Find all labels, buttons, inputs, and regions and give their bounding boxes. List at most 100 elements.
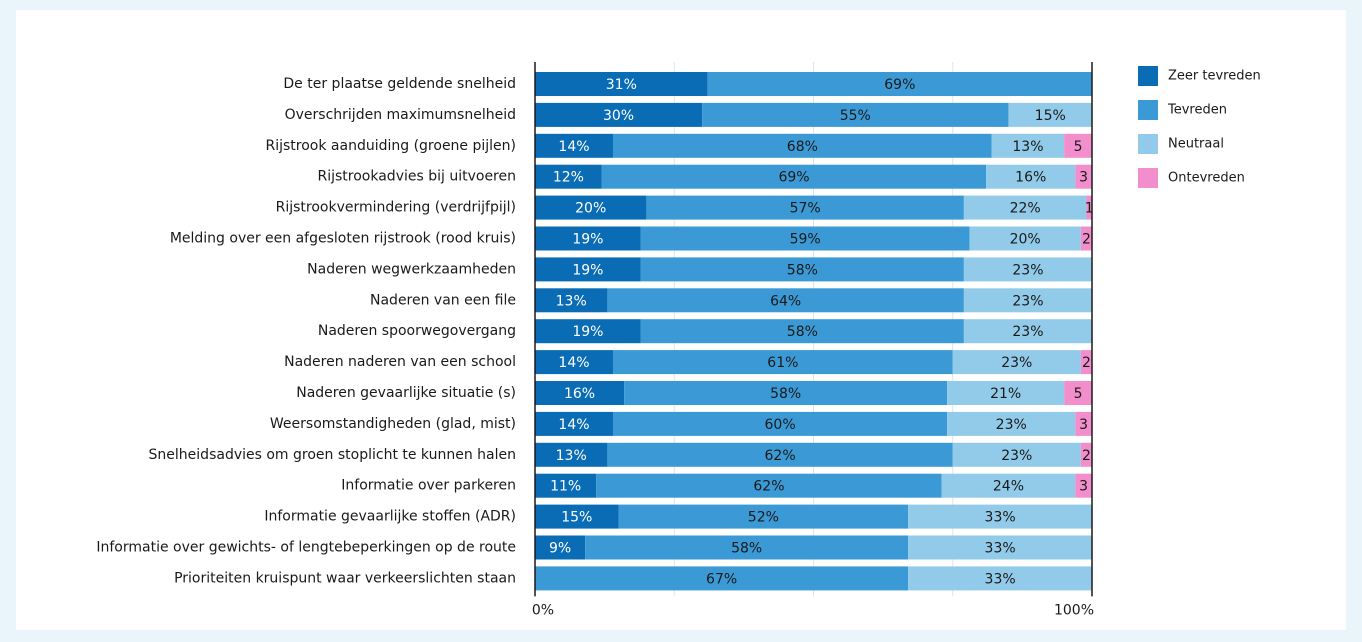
bar-segment: [535, 257, 641, 282]
legend-label: Neutraal: [1168, 137, 1224, 152]
x-tick-label: 100%: [1054, 602, 1094, 618]
data-label: 68%: [787, 139, 818, 155]
bar-segment: [969, 226, 1081, 251]
category-label: Naderen van een file: [370, 292, 516, 308]
bar-segment: [535, 133, 613, 158]
data-label: 13%: [556, 448, 587, 464]
data-label: 2: [1082, 355, 1091, 371]
legend-swatch: [1138, 168, 1158, 188]
data-label: 3: [1079, 417, 1088, 433]
data-label: 55%: [840, 108, 871, 124]
data-label: 21%: [990, 386, 1021, 402]
x-tick-label: 0%: [532, 602, 554, 618]
bar-segment: [963, 319, 1092, 344]
data-label: 14%: [558, 417, 589, 433]
category-label: Snelheidsadvies om groen stoplicht te ku…: [149, 447, 516, 463]
legend-label: Zeer tevreden: [1168, 69, 1261, 84]
bar-segment: [1064, 381, 1092, 405]
bar-segment: [612, 133, 992, 158]
bar-segment: [535, 473, 597, 498]
data-label: 69%: [884, 77, 915, 93]
bar-segment: [535, 72, 708, 96]
data-label: 13%: [556, 293, 587, 309]
bar-segment: [707, 72, 1092, 96]
data-label: 19%: [572, 262, 603, 278]
category-label: Melding over een afgesloten rijstrook (r…: [170, 231, 516, 247]
bar-segment: [535, 566, 909, 591]
data-label: 2: [1082, 232, 1091, 248]
bar-segment: [535, 164, 602, 189]
data-label: 15%: [1035, 108, 1066, 124]
data-label: 52%: [748, 510, 779, 526]
bar-segment: [702, 102, 1009, 127]
category-label: Rijstrookadvies bij uitvoeren: [318, 169, 517, 185]
data-label: 2: [1082, 448, 1091, 464]
category-label: Informatie over parkeren: [341, 478, 516, 494]
data-label: 23%: [1012, 324, 1043, 340]
bar-segment: [607, 288, 964, 313]
data-label: 15%: [561, 510, 592, 526]
data-label: 31%: [606, 77, 637, 93]
bar-segment: [612, 411, 948, 436]
bar-segment: [991, 133, 1065, 158]
data-label: 13%: [1012, 139, 1043, 155]
bar-segment: [640, 226, 970, 251]
category-label: Naderen wegwerkzaamheden: [307, 261, 516, 277]
data-label: 58%: [731, 541, 762, 557]
bar-segment: [640, 257, 964, 282]
category-label: Rijstrookvermindering (verdrijfpijl): [276, 200, 516, 216]
bar-segment: [601, 164, 987, 189]
data-label: 33%: [985, 510, 1016, 526]
bar-segment: [952, 442, 1081, 467]
bar-segment: [952, 350, 1081, 375]
data-label: 3: [1079, 479, 1088, 495]
data-label: 30%: [603, 108, 634, 124]
bar-segment: [1086, 195, 1092, 220]
bar-segment: [535, 411, 613, 436]
bar-segment: [1075, 473, 1092, 498]
bar-segment: [585, 535, 909, 560]
category-label: Naderen gevaarlijke situatie (s): [296, 385, 516, 401]
data-label: 23%: [996, 417, 1027, 433]
bar-segment: [624, 381, 948, 405]
bar-segment: [535, 195, 647, 220]
bar-segment: [535, 350, 613, 375]
bar-segment: [640, 319, 964, 344]
bar-segment: [1080, 226, 1092, 251]
category-label: Naderen spoorwegovergang: [318, 323, 516, 339]
data-label: 60%: [765, 417, 796, 433]
category-label: Weersomstandigheden (glad, mist): [270, 416, 516, 432]
data-label: 14%: [558, 139, 589, 155]
data-label: 14%: [558, 355, 589, 371]
category-label: Rijstrook aanduiding (groene pijlen): [265, 138, 516, 154]
bar-segment: [535, 226, 641, 251]
bar-segment: [908, 566, 1092, 591]
data-label: 58%: [770, 386, 801, 402]
data-label: 62%: [765, 448, 796, 464]
data-label: 19%: [572, 324, 603, 340]
bar-segment: [612, 350, 953, 375]
data-label: 33%: [985, 571, 1016, 587]
bar-segment: [535, 504, 619, 529]
data-label: 58%: [787, 262, 818, 278]
data-label: 5: [1074, 386, 1083, 402]
bar-segment: [986, 164, 1076, 189]
data-label: 20%: [575, 201, 606, 217]
data-label: 20%: [1010, 232, 1041, 248]
bar-segment: [535, 288, 608, 313]
bar-segment: [1008, 102, 1092, 127]
data-label: 23%: [1012, 293, 1043, 309]
data-label: 5: [1074, 139, 1083, 155]
data-label: 16%: [564, 386, 595, 402]
data-label: 9%: [549, 541, 571, 557]
data-label: 59%: [790, 232, 821, 248]
bar-segment: [607, 442, 953, 467]
data-label: 11%: [550, 479, 581, 495]
data-label: 24%: [993, 479, 1024, 495]
data-label: 12%: [553, 170, 584, 186]
bar-segment: [535, 381, 625, 405]
category-label: Overschrijden maximumsnelheid: [285, 107, 516, 123]
bar-segment: [908, 504, 1092, 529]
category-label: Informatie gevaarlijke stoffen (ADR): [264, 509, 516, 525]
bar-segment: [941, 473, 1076, 498]
